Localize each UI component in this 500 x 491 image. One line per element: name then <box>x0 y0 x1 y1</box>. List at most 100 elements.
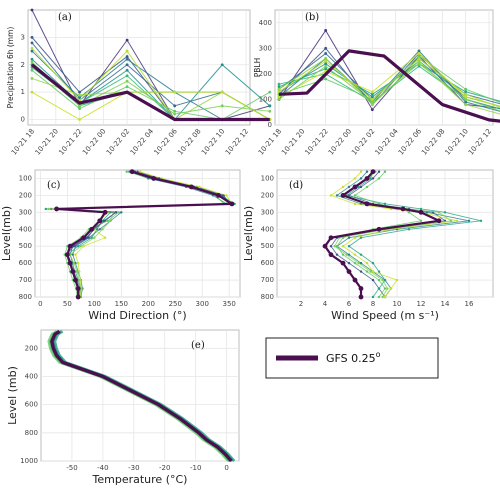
panel-e-ytick-label: 400 <box>25 372 38 380</box>
panel-d-ensemble-point <box>353 177 357 180</box>
panel-c-gfs-point <box>67 260 73 266</box>
panel-c-ensemble-point <box>225 194 228 197</box>
panel-b-ensemble-point <box>277 87 281 91</box>
panel-c-ensemble-point <box>117 211 120 214</box>
panel-b-ytick-label: 400 <box>259 19 272 27</box>
panel-a-ensemble-point <box>30 68 34 72</box>
panel-d-ensemble-point <box>365 270 369 273</box>
panel-d-ensemble-point <box>359 253 363 256</box>
panel-d-gfs-point <box>436 218 442 224</box>
panel-e-xtick-label: -30 <box>128 464 139 472</box>
panel-e-xtick-label: -10 <box>190 464 201 472</box>
panel-d-ensemble-point <box>383 202 387 206</box>
panel-b-ensemble-point <box>464 98 468 101</box>
panel-c-ylabel: Level(mb) <box>0 206 13 261</box>
panel-c-ensemble-point <box>120 211 123 214</box>
panel-d-ensemble-point <box>353 202 357 206</box>
panel-d-ensemble-point <box>371 278 375 282</box>
panel-a-xtick-label: 10-22 00 <box>81 127 107 156</box>
panel-c-ensemble-point <box>138 170 142 173</box>
panel-a-ensemble-point <box>125 63 129 67</box>
panel-b-ensemble-point <box>324 62 328 66</box>
panel-d-ytick-label: 400 <box>261 225 274 233</box>
panel-a-ylabel: Precipitation 6h (mm) <box>6 27 15 109</box>
panel-a-ensemble-point <box>30 77 34 80</box>
panel-c-ensemble-point <box>74 253 77 256</box>
panel-d-gfs-point <box>364 201 370 207</box>
panel-a-xtick-label: 10-21 20 <box>34 127 60 156</box>
panel-d-ensemble-point <box>377 177 381 180</box>
panel-b-ensemble-line <box>278 52 500 107</box>
panel-b-ensemble-point <box>464 92 468 96</box>
panel-a-ensemble-point <box>30 8 34 12</box>
panel-d-ensemble-point <box>377 278 381 282</box>
panel-a-ensemble-point <box>173 90 177 94</box>
panel-d-gfs-point <box>400 206 406 212</box>
panel-d-xtick-label: 8 <box>371 300 375 308</box>
panel-b-ytick-label: 0 <box>268 121 272 129</box>
panel-d-ensemble-point <box>383 170 387 173</box>
panel-c-gfs-point <box>102 209 108 215</box>
panel-b-ytick-label: 100 <box>259 95 272 103</box>
panel-e-xtick-label: -40 <box>97 464 108 472</box>
panel-d-ensemble-point <box>359 177 363 180</box>
panel-a-ensemble-point <box>30 35 34 39</box>
panel-e-gfs-line <box>50 329 233 463</box>
panel-a-gfs-line <box>30 63 270 122</box>
panel-e-label: (e) <box>191 340 205 351</box>
panel-d-ensemble-point <box>341 245 345 248</box>
panel-a-label: (a) <box>58 12 72 23</box>
panel-d-gfs-point <box>328 252 334 258</box>
panel-b-ensemble-point <box>370 92 374 96</box>
panel-d-ensemble-point <box>359 170 363 173</box>
panel-c-gfs-point <box>64 252 70 258</box>
panel-a-ensemble-point <box>78 107 81 110</box>
panel-d-ensemble-point <box>407 211 411 214</box>
panel-d-ensemble-point <box>353 194 357 197</box>
panel-d-wind-speed: 2 4 6 8 10 12 14 16 100 200 300 400 500 600 700 800 (d) W… <box>242 169 494 322</box>
panel-b-ensemble-point <box>370 98 374 101</box>
panel-b-ensemble-point <box>417 64 421 68</box>
panel-d-ensemble-point <box>371 177 375 180</box>
panel-d-gfs-point <box>358 294 364 300</box>
panel-d-ytick-label: 100 <box>261 174 274 182</box>
panel-c-gfs-point <box>229 201 235 207</box>
panel-b-ensemble-point <box>277 82 281 86</box>
panel-d-ensemble-point <box>347 245 351 248</box>
panel-d-xtick-label: 10 <box>393 300 402 308</box>
panel-a-ensemble-point <box>78 90 81 94</box>
panel-c-frame <box>34 169 241 298</box>
panel-b-xtick-label: 10-22 00 <box>327 127 353 156</box>
panel-d-ensemble-point <box>377 287 381 290</box>
panel-a-ensemble-point <box>220 104 224 108</box>
panel-d-gfs-point <box>376 226 382 232</box>
panel-d-ensemble-point <box>365 185 369 189</box>
panel-d-ensemble-point <box>365 170 369 173</box>
panel-b-ensemble-point <box>417 49 421 53</box>
panel-b-xtick-label: 10-21 22 <box>304 127 330 156</box>
panel-a-ensemble-point <box>173 109 177 113</box>
panel-d-ensemble-point <box>335 253 339 256</box>
panel-c-xtick-label: 250 <box>169 300 182 308</box>
panel-d-ensemble-point <box>371 295 375 299</box>
panel-b-ensemble-point <box>464 100 468 104</box>
panel-a-ensemble-point <box>173 104 177 108</box>
panel-c-gfs-point <box>67 243 73 249</box>
panel-a-ensemble-point <box>78 93 81 97</box>
legend-entry-gfs: GFS 0.25o <box>326 350 381 365</box>
panel-b-ensemble-point <box>324 67 328 71</box>
panel-d-ensemble-point <box>359 261 363 265</box>
panel-d-gfs-point <box>370 169 376 175</box>
panel-b-ensemble-point <box>324 46 328 50</box>
panel-d-ensemble-point <box>357 185 360 189</box>
panel-c-xtick-label: 200 <box>142 300 155 308</box>
panel-e-xtick-label: -20 <box>159 464 170 472</box>
panel-b-xtick-label: 10-22 10 <box>444 127 470 156</box>
panel-a-ensemble-point <box>268 104 272 108</box>
panel-c-ensemble-point <box>47 207 50 211</box>
panel-c-gfs-point <box>73 277 78 283</box>
panel-d-ensemble-point <box>419 207 423 211</box>
panel-d-ensemble-point <box>383 278 387 282</box>
panel-b-xtick-label: 10-22 08 <box>420 127 446 156</box>
panel-e-ytick-label: 1000 <box>20 457 38 465</box>
